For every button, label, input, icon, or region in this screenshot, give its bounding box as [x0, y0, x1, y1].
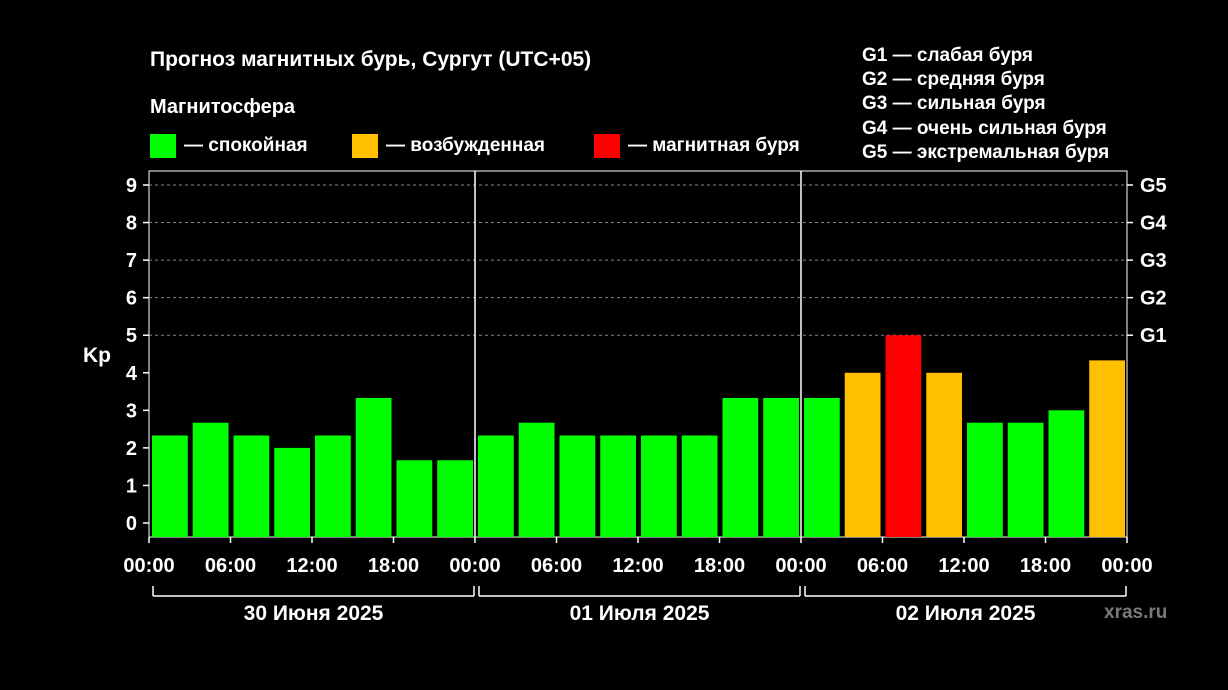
legend-swatch-active [352, 134, 378, 158]
bar-10 [559, 435, 596, 537]
right-tick-label-g3: G3 [1140, 250, 1167, 272]
bar-14 [722, 397, 759, 537]
day-label-2: 02 Июля 2025 [896, 602, 1036, 625]
legend-swatch-quiet [150, 134, 176, 158]
bar-6 [396, 460, 433, 537]
bar-3 [274, 447, 310, 537]
day-label-1: 01 Июля 2025 [570, 602, 710, 625]
watermark: xras.ru [1104, 602, 1168, 623]
bar-16 [804, 397, 840, 537]
bar-15 [763, 397, 799, 537]
bar-8 [478, 435, 514, 537]
x-tick-label-11: 18:00 [1020, 555, 1071, 577]
legend-item-storm: — магнитная буря [594, 134, 800, 158]
bar-12 [641, 435, 677, 537]
y-tick-label-0: 0 [126, 513, 137, 535]
bar-17 [844, 372, 881, 537]
storm-level-g1: G1 — слабая буря [862, 45, 1034, 66]
y-tick-label-2: 2 [126, 438, 137, 460]
storm-level-g2: G2 — средняя буря [862, 69, 1045, 91]
y-tick-label-8: 8 [126, 213, 137, 235]
x-tick-label-10: 12:00 [938, 555, 989, 577]
storm-level-g4: G4 — очень сильная буря [862, 117, 1107, 139]
bar-9 [518, 422, 555, 537]
bar-18 [885, 335, 922, 537]
x-tick-label-6: 12:00 [612, 555, 663, 577]
bar-11 [600, 435, 636, 537]
right-tick-label-g4: G4 [1140, 213, 1168, 235]
legend-label-storm: — магнитная буря [628, 135, 800, 156]
bar-2 [233, 435, 270, 537]
y-tick-label-4: 4 [126, 363, 138, 385]
y-tick-label-9: 9 [126, 175, 137, 197]
x-tick-label-4: 00:00 [449, 555, 500, 577]
chart-title: Прогноз магнитных бурь, Сургут (UTC+05) [150, 48, 592, 71]
y-tick-label-1: 1 [126, 475, 137, 497]
y-tick-label-5: 5 [126, 325, 137, 347]
y-tick-label-6: 6 [126, 288, 137, 310]
x-tick-label-5: 06:00 [531, 555, 582, 577]
y-tick-label-7: 7 [126, 250, 137, 272]
bar-7 [437, 460, 473, 537]
bar-21 [1007, 422, 1044, 537]
x-tick-label-0: 00:00 [123, 555, 174, 577]
bar-1 [192, 422, 229, 537]
bar-5 [355, 397, 392, 537]
x-tick-label-1: 06:00 [205, 555, 256, 577]
right-tick-label-g5: G5 [1140, 175, 1167, 197]
x-tick-label-7: 18:00 [694, 555, 745, 577]
bar-23 [1089, 360, 1125, 537]
legend-swatch-storm [594, 134, 620, 158]
x-tick-label-8: 00:00 [775, 555, 826, 577]
storm-level-list: G1 — слабая буря G2 — средняя буря G3 — … [862, 44, 1109, 165]
bar-22 [1048, 410, 1085, 537]
x-tick-label-2: 12:00 [286, 555, 337, 577]
bar-4 [315, 435, 351, 537]
day-label-0: 30 Июня 2025 [244, 602, 384, 625]
storm-level-g3: G3 — сильная буря [862, 93, 1046, 115]
right-tick-label-g2: G2 [1140, 288, 1167, 310]
chart-subtitle: Магнитосфера [150, 96, 296, 118]
legend-label-active: — возбужденная [386, 135, 546, 156]
x-tick-label-3: 18:00 [368, 555, 419, 577]
legend-item-active: — возбужденная [352, 134, 545, 158]
x-tick-label-9: 06:00 [857, 555, 908, 577]
bar-0 [152, 435, 188, 537]
bar-20 [967, 422, 1003, 537]
legend-item-quiet: — спокойная [150, 134, 308, 158]
bar-13 [681, 435, 718, 537]
right-tick-label-g1: G1 [1140, 325, 1167, 347]
storm-level-g5: G5 — экстремальная буря [862, 141, 1110, 163]
bar-19 [926, 372, 962, 537]
legend-label-quiet: — спокойная [184, 135, 308, 156]
x-tick-label-12: 00:00 [1101, 555, 1152, 577]
y-tick-label-3: 3 [126, 400, 137, 422]
y-axis-label: Kp [83, 344, 111, 367]
